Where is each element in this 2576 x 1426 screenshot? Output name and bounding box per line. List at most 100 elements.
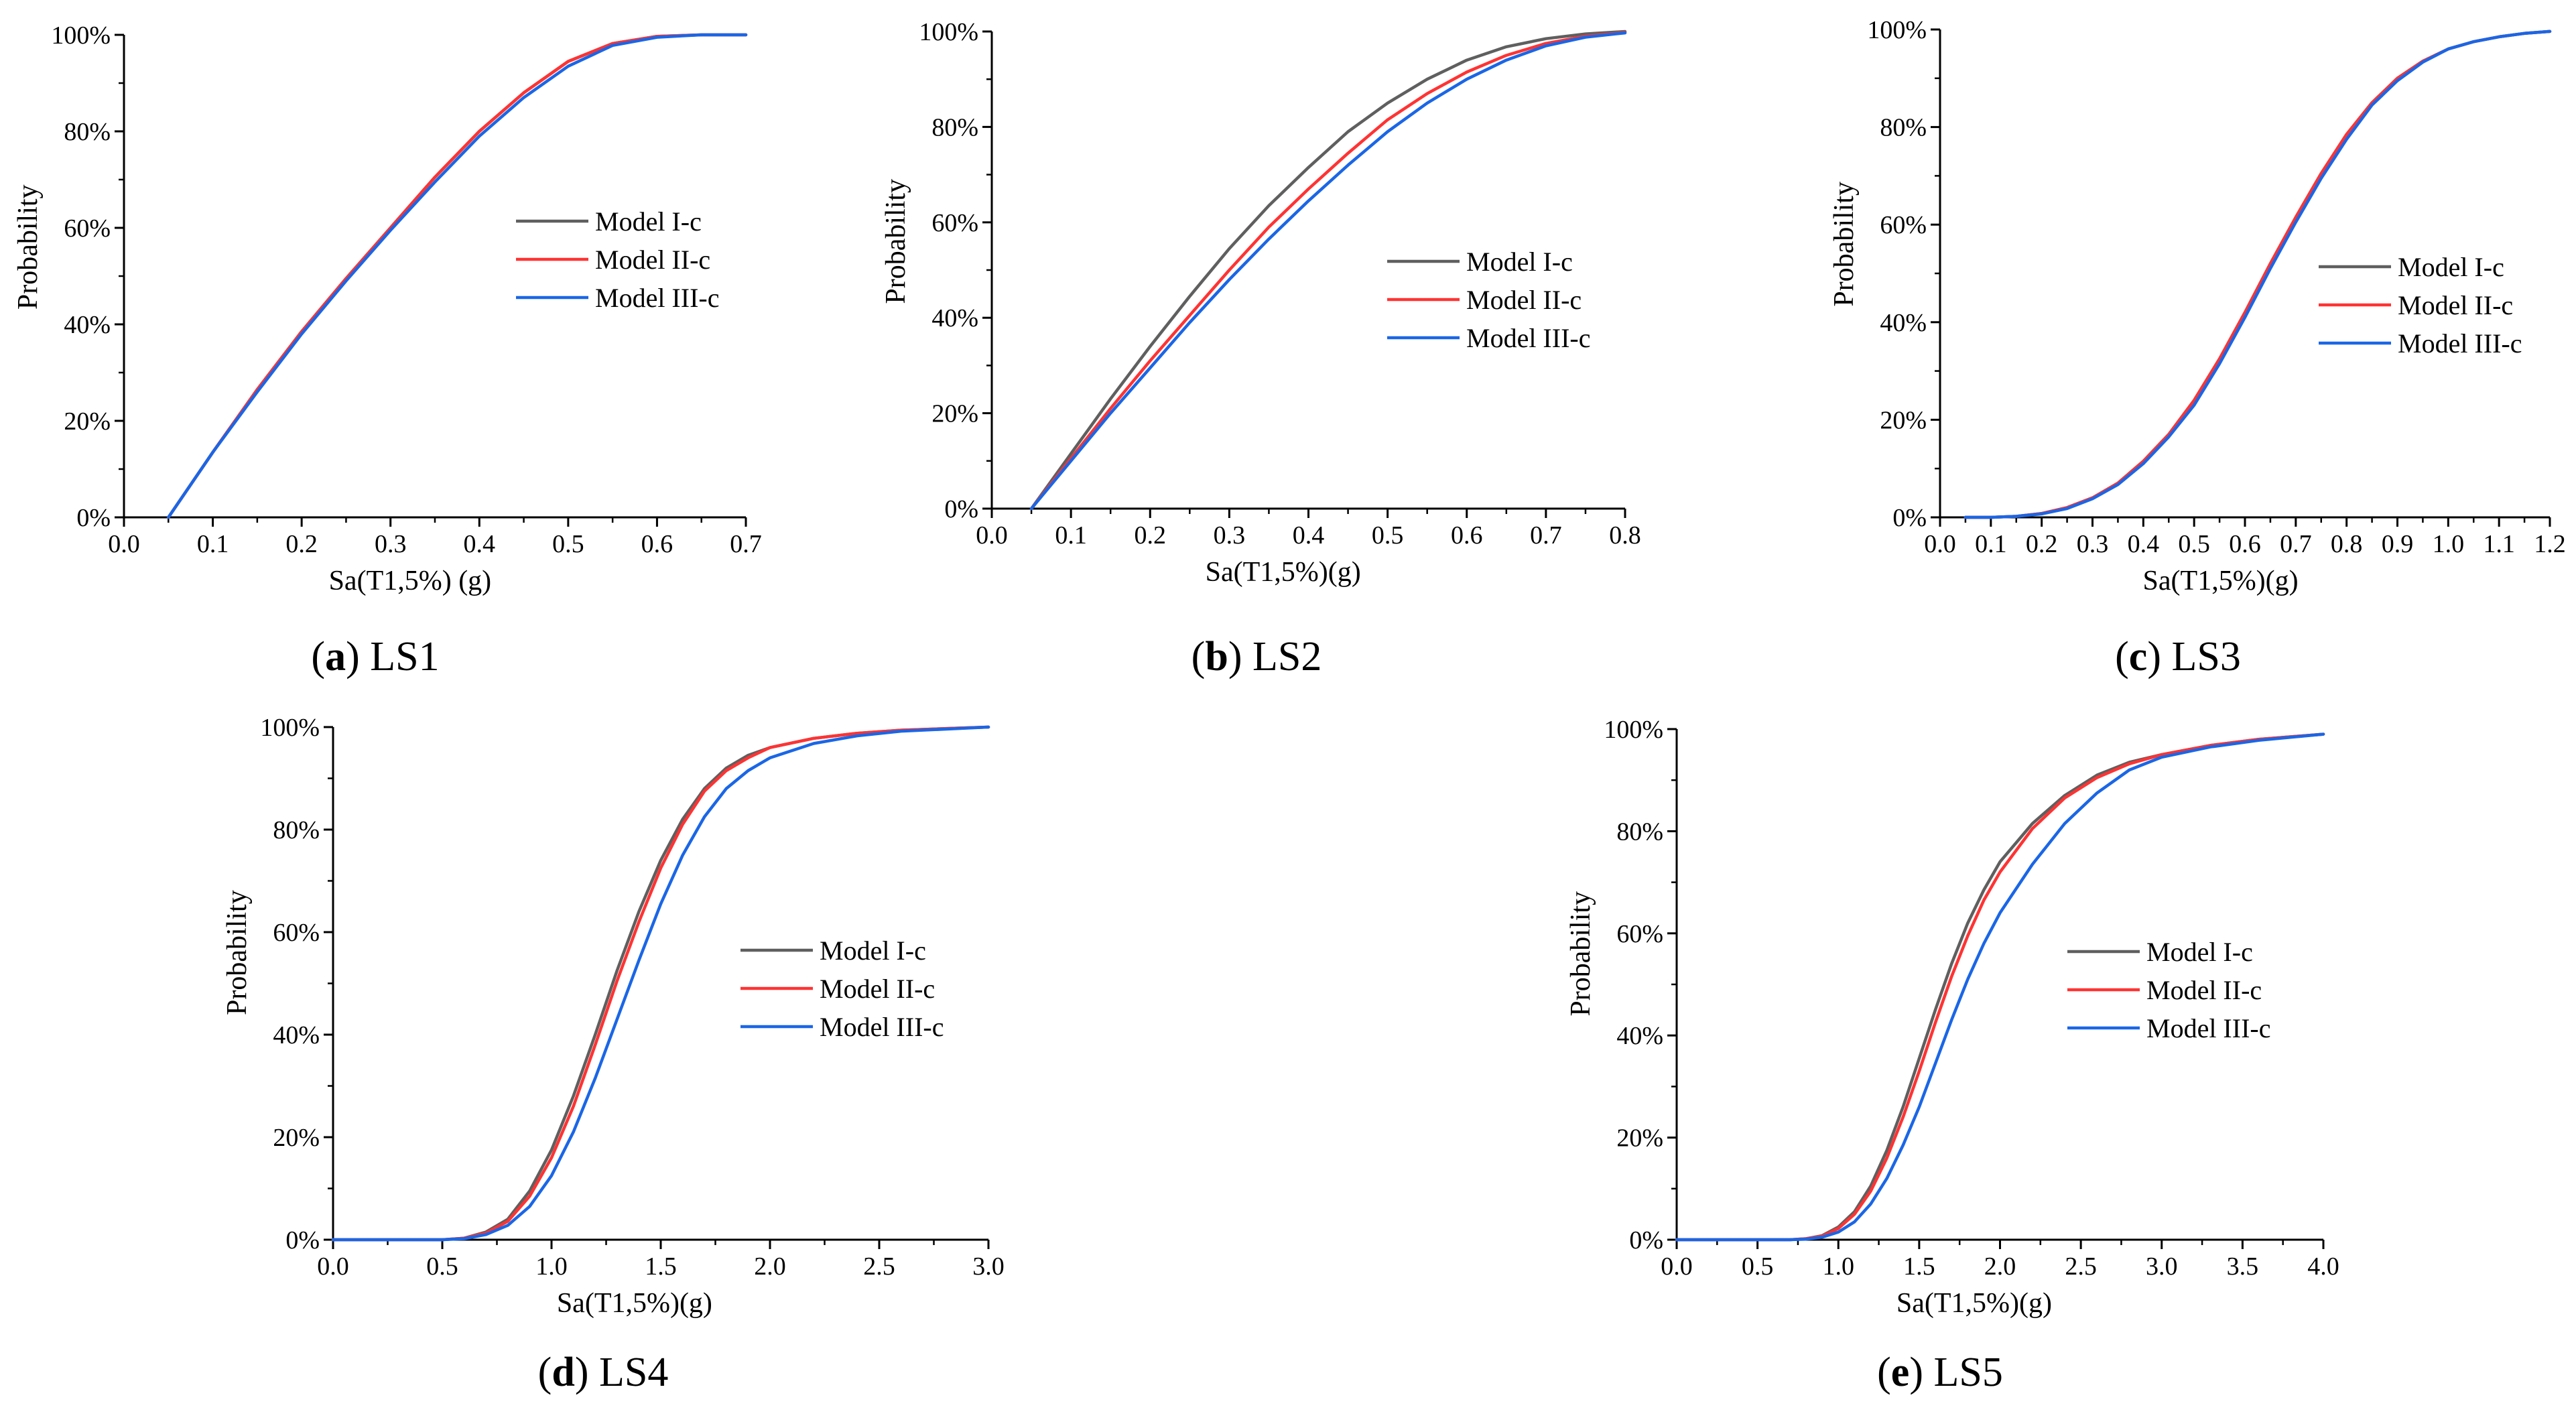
x-tick-label: 0.3 <box>375 530 407 558</box>
caption-letter: c <box>2129 634 2148 679</box>
y-tick-label: 20% <box>1616 1124 1663 1153</box>
x-tick-label: 0.6 <box>1451 521 1483 549</box>
x-tick-label: 0.5 <box>1372 521 1404 549</box>
x-axis-title: Sa(T1,5%)(g) <box>2143 566 2299 596</box>
caption-letter: e <box>1891 1350 1910 1395</box>
x-tick-label: 3.0 <box>2146 1252 2178 1281</box>
x-tick-label: 0.9 <box>2382 530 2414 558</box>
panel-caption: (d) LS4 <box>538 1350 669 1395</box>
x-tick-label: 0.7 <box>2280 530 2312 558</box>
x-tick-label: 0.8 <box>2331 530 2363 558</box>
legend-label: Model I-c <box>2398 252 2504 282</box>
y-tick-label: 80% <box>1880 114 1927 142</box>
y-tick-label: 40% <box>1880 309 1927 337</box>
y-tick-label: 60% <box>1880 211 1927 239</box>
y-tick-label: 20% <box>931 400 978 428</box>
y-tick-label: 100% <box>1604 716 1663 744</box>
legend-label: Model I-c <box>1466 247 1573 277</box>
x-tick-label: 1.0 <box>2433 530 2465 558</box>
caption-text: LS3 <box>2171 634 2240 679</box>
y-tick-label: 80% <box>273 816 320 844</box>
legend-label: Model I-c <box>820 935 926 966</box>
y-tick-label: 0% <box>944 495 978 523</box>
legend-label: Model II-c <box>1466 285 1582 315</box>
y-tick-label: 60% <box>1616 920 1663 948</box>
legend-label: Model II-c <box>2398 290 2513 320</box>
x-tick-label: 1.2 <box>2534 530 2566 558</box>
series-line-model-ii-c <box>331 725 990 1242</box>
x-axis-title: Sa(T1,5%) (g) <box>329 566 492 596</box>
legend-label: Model I-c <box>2146 937 2253 967</box>
series-line-model-iii-c <box>1029 31 1627 511</box>
y-tick-label: 60% <box>64 214 111 243</box>
series-line-model-iii-c <box>1675 732 2325 1242</box>
panel-caption: (e) LS5 <box>1877 1350 2003 1395</box>
x-tick-label: 0.3 <box>2077 530 2109 558</box>
x-tick-label: 2.5 <box>863 1252 895 1281</box>
y-axis-title: Probability <box>881 179 911 304</box>
legend-label: Model III-c <box>1466 323 1590 353</box>
legend-label: Model II-c <box>595 245 710 275</box>
x-tick-label: 0.1 <box>1975 530 2007 558</box>
caption-letter: d <box>552 1350 574 1395</box>
panel-caption: (b) LS2 <box>1192 634 1322 679</box>
x-tick-label: 0.4 <box>1293 521 1325 549</box>
x-tick-label: 0.0 <box>1924 530 1956 558</box>
x-tick-label: 0.1 <box>197 530 229 558</box>
y-axis-title: Probability <box>1829 182 1860 307</box>
x-tick-label: 0.0 <box>976 521 1008 549</box>
x-tick-label: 0.2 <box>2026 530 2058 558</box>
y-tick-label: 80% <box>931 113 978 141</box>
y-tick-label: 80% <box>1616 818 1663 846</box>
y-tick-label: 40% <box>64 311 111 339</box>
y-tick-label: 20% <box>64 407 111 436</box>
y-tick-label: 100% <box>1867 16 1927 44</box>
y-axis-title: Probability <box>13 184 44 310</box>
y-tick-label: 80% <box>64 118 111 146</box>
series-line-model-i-c <box>1029 29 1627 511</box>
x-tick-label: 0.8 <box>1609 521 1641 549</box>
legend-label: Model III-c <box>2146 1013 2270 1043</box>
x-tick-label: 0.5 <box>1742 1252 1774 1281</box>
x-axis-title: Sa(T1,5%)(g) <box>1896 1288 2052 1319</box>
y-tick-label: 0% <box>1892 504 1927 532</box>
x-tick-label: 1.5 <box>1903 1252 1935 1281</box>
x-tick-label: 3.0 <box>972 1252 1005 1281</box>
caption-letter: a <box>325 634 346 679</box>
y-tick-label: 60% <box>273 919 320 947</box>
panel-caption: (c) LS3 <box>2115 634 2241 679</box>
legend-label: Model II-c <box>820 974 935 1004</box>
x-tick-label: 0.0 <box>1661 1252 1693 1281</box>
x-axis-title: Sa(T1,5%)(g) <box>1206 557 1361 588</box>
x-tick-label: 2.0 <box>754 1252 786 1281</box>
y-tick-label: 100% <box>260 714 320 742</box>
y-tick-label: 0% <box>1629 1226 1663 1254</box>
y-axis-title: Probability <box>1565 891 1596 1017</box>
x-tick-label: 1.0 <box>1823 1252 1855 1281</box>
caption-text: LS2 <box>1252 634 1322 679</box>
x-tick-label: 0.7 <box>730 530 762 558</box>
y-tick-label: 100% <box>919 18 978 46</box>
series-line-model-iii-c <box>331 725 990 1242</box>
x-tick-label: 0.4 <box>2128 530 2160 558</box>
series-line-model-ii-c <box>1675 732 2325 1242</box>
y-tick-label: 60% <box>931 209 978 237</box>
y-tick-label: 20% <box>1880 406 1927 434</box>
x-tick-label: 0.0 <box>317 1252 349 1281</box>
x-tick-label: 0.1 <box>1055 521 1087 549</box>
caption-text: LS4 <box>599 1350 668 1395</box>
x-tick-label: 0.6 <box>641 530 673 558</box>
panel-caption: (a) LS1 <box>311 634 439 679</box>
x-tick-label: 2.5 <box>2065 1252 2097 1281</box>
x-tick-label: 0.2 <box>1135 521 1167 549</box>
x-tick-label: 1.0 <box>535 1252 568 1281</box>
x-tick-label: 0.5 <box>426 1252 458 1281</box>
y-axis-title: Probability <box>222 890 253 1015</box>
x-axis-title: Sa(T1,5%)(g) <box>557 1288 712 1319</box>
x-tick-label: 0.5 <box>2178 530 2210 558</box>
y-tick-label: 100% <box>51 21 111 50</box>
y-tick-label: 20% <box>273 1124 320 1152</box>
y-tick-label: 40% <box>931 304 978 332</box>
y-tick-label: 0% <box>76 504 111 532</box>
